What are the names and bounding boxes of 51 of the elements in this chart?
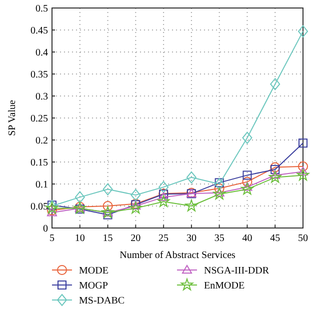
x-tick-label: 15: [102, 233, 113, 244]
legend-label: NSGA-III-DDR: [204, 266, 270, 276]
point: [186, 171, 196, 184]
y-tick-label: 0.05: [30, 202, 48, 212]
point: [213, 188, 226, 200]
y-tick-label: 0.1: [36, 180, 48, 190]
point: [241, 182, 254, 195]
y-tick-label: 0.35: [30, 70, 48, 80]
point: [158, 181, 169, 194]
legend-label: MODE: [79, 266, 108, 276]
y-tick-label: 0.5: [36, 4, 48, 14]
point: [129, 202, 142, 214]
point: [157, 195, 170, 207]
y-tick-label: 0: [43, 224, 48, 234]
x-tick-label: 20: [130, 233, 141, 244]
x-tick-label: 10: [74, 233, 85, 244]
point: [185, 200, 198, 212]
legend-label: EnMODE: [204, 280, 245, 292]
x-tick-label: 50: [298, 233, 308, 244]
x-tick-label: 45: [270, 233, 280, 244]
y-tick-label: 0.2: [36, 136, 48, 146]
point: [298, 161, 308, 172]
y-tick-label: 0.3: [36, 92, 48, 102]
point: [102, 183, 113, 196]
point: [298, 25, 308, 38]
point: [270, 164, 280, 174]
point: [270, 78, 280, 90]
point: [242, 176, 252, 187]
y-axis-title: SP Value: [7, 100, 18, 136]
point: [270, 162, 280, 172]
point: [74, 191, 85, 204]
y-tick-label: 0.45: [30, 26, 48, 36]
point: [130, 189, 141, 201]
point: [298, 138, 308, 148]
y-tick-label: 0.15: [30, 158, 48, 168]
x-axis-title: Number of Abstract Services: [120, 250, 236, 261]
y-tick-label: 0.4: [36, 48, 48, 58]
x-tick-label: 35: [214, 233, 224, 244]
x-tick-label: 25: [158, 233, 169, 244]
point: [214, 178, 224, 190]
point: [102, 201, 113, 211]
y-tick-label: 0.25: [30, 114, 48, 124]
point: [296, 168, 310, 181]
legend-label: MOGP: [79, 280, 108, 292]
x-tick-label: 5: [50, 233, 54, 244]
point: [268, 170, 282, 183]
point: [242, 132, 252, 144]
x-tick-label: 40: [242, 233, 252, 244]
x-tick-label: 30: [186, 233, 196, 244]
legend-label: MS-DABC: [79, 296, 125, 306]
point: [242, 170, 252, 180]
